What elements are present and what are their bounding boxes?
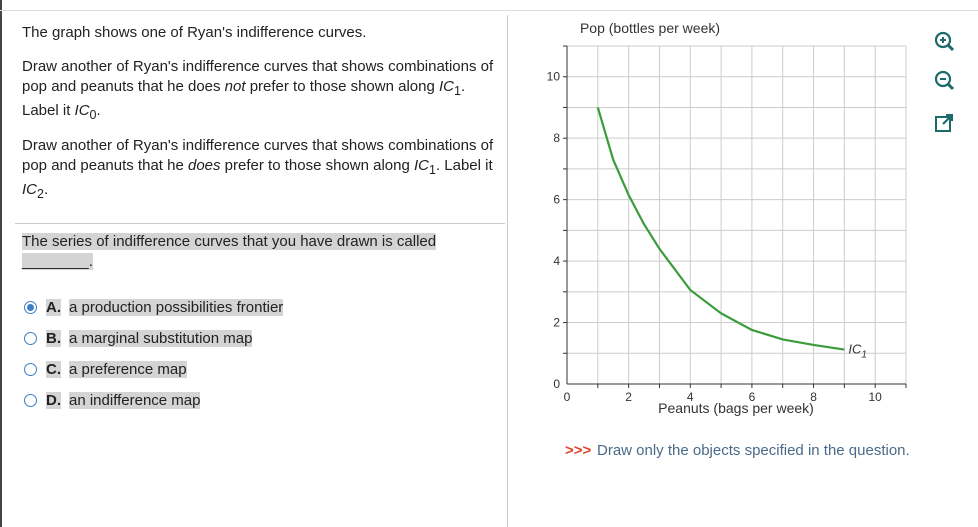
radio[interactable]	[24, 362, 37, 376]
text: prefer to those shown along	[220, 157, 414, 174]
text: . Label it	[435, 157, 493, 174]
letter: D.	[46, 391, 61, 409]
prompt: The series of indifference curves that y…	[22, 232, 502, 272]
symbol: IC	[439, 78, 454, 95]
subscript: 2	[37, 187, 44, 201]
hint-text: Draw only the objects specified in the q…	[597, 442, 910, 459]
prompt-text: The series of indifference curves that y…	[22, 233, 437, 250]
instruction: Draw another of Ryan's indifference curv…	[22, 57, 502, 125]
y-axis-title: Pop (bottles per week)	[580, 20, 720, 36]
x-tick-label: 4	[687, 390, 694, 404]
x-tick-label: 10	[869, 390, 883, 404]
y-tick-label: 6	[553, 193, 560, 207]
text: . Label it	[22, 78, 466, 119]
x-tick-label: 2	[625, 390, 632, 404]
text: .	[96, 102, 101, 119]
zoom-out-button[interactable]	[934, 70, 955, 91]
y-tick-label: 2	[553, 316, 560, 330]
text: Draw another of Ryan's indifference curv…	[22, 58, 494, 95]
letter: A.	[46, 298, 61, 316]
letter: C.	[46, 360, 61, 378]
x-axis-title: Peanuts (bags per week)	[658, 400, 814, 416]
subscript: 1	[454, 84, 461, 98]
panel-divider	[507, 15, 508, 527]
x-tick-label: 0	[564, 390, 571, 404]
curve-label: IC1	[848, 342, 867, 361]
option-text: a preference map	[69, 360, 187, 378]
radio[interactable]	[24, 393, 37, 407]
top-rule	[0, 10, 978, 11]
x-tick-label: 6	[749, 390, 756, 404]
label-sub: 1	[861, 350, 867, 361]
radio[interactable]	[24, 300, 37, 314]
text: prefer to those shown along	[245, 78, 439, 95]
subscript: 0	[89, 108, 97, 122]
x-tick-label: 8	[810, 390, 817, 404]
option[interactable]: D. an indifference map	[24, 390, 201, 410]
text: .	[43, 181, 49, 198]
instruction: Draw another of Ryan's indifference curv…	[22, 136, 502, 204]
y-tick-label: 0	[553, 377, 560, 391]
y-tick-label: 4	[553, 254, 560, 268]
text: Draw another of Ryan's indifference curv…	[22, 137, 494, 174]
letter: B.	[46, 329, 61, 347]
zoom-in-button[interactable]	[934, 31, 955, 52]
left-border	[0, 0, 2, 527]
option-text: a marginal substitution map	[69, 329, 253, 347]
hint-marker: >>>	[565, 442, 592, 459]
intro: The graph shows one of Ryan's indifferen…	[22, 24, 367, 41]
y-tick-label: 8	[553, 131, 560, 145]
subscript: 1	[428, 163, 436, 177]
curve	[596, 107, 845, 351]
symbol: IC	[22, 181, 37, 198]
y-tick-label: 10	[547, 70, 561, 84]
symbol: IC	[413, 157, 429, 174]
label-name: IC	[848, 342, 862, 357]
symbol: IC	[74, 102, 90, 119]
blank: ________.	[22, 253, 93, 270]
popout-button[interactable]	[935, 114, 953, 132]
radio[interactable]	[24, 331, 37, 345]
option-text: an indifference map	[69, 391, 201, 409]
section-rule	[15, 223, 505, 224]
emphasis: does	[187, 157, 221, 174]
option[interactable]: A. a production possibilities frontier	[24, 297, 284, 317]
option[interactable]: C. a preference map	[24, 359, 187, 379]
emphasis: not	[224, 78, 246, 95]
option[interactable]: B. a marginal substitution map	[24, 328, 253, 348]
option-text: a production possibilities frontier	[69, 298, 284, 316]
